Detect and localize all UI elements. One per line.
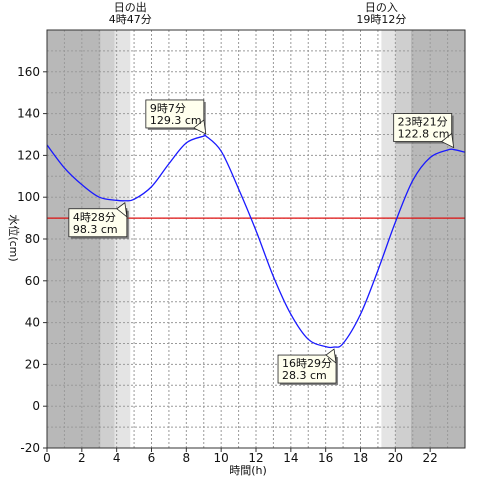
x-axis-title: 時間(h)	[229, 464, 267, 477]
callout-box	[393, 113, 453, 142]
y-tick-label: 100	[17, 190, 40, 204]
sunrise-time: 4時47分	[109, 13, 152, 26]
x-tick-label: 22	[423, 451, 438, 465]
y-tick-label: 20	[25, 357, 40, 371]
callout-pointer	[193, 119, 207, 135]
tide-level-line	[46, 133, 466, 349]
x-tick-label: 16	[318, 451, 333, 465]
sunset-time: 19時12分	[356, 13, 406, 26]
x-tick-label: 2	[78, 451, 86, 465]
twilight-band-morning-2	[114, 30, 131, 448]
y-tick-label: 60	[25, 274, 40, 288]
y-tick-label: 140	[17, 107, 40, 121]
x-tick-label: 18	[353, 451, 368, 465]
y-tick-label: 120	[17, 148, 40, 162]
y-tick-label: 0	[32, 399, 40, 413]
y-tick-label: 80	[25, 232, 40, 246]
x-tick-label: 6	[148, 451, 156, 465]
callout-pointer	[325, 348, 337, 364]
callout-value: 28.3 cm	[282, 369, 327, 382]
x-tick-label: 8	[183, 451, 191, 465]
callout-box	[277, 354, 337, 384]
sunrise-title: 日の出	[114, 0, 147, 14]
x-tick-label: 14	[283, 451, 298, 465]
y-tick-label: 40	[25, 316, 40, 330]
y-tick-label: 160	[17, 65, 40, 79]
callout-value: 129.3 cm	[150, 114, 202, 127]
x-tick-label: 12	[248, 451, 263, 465]
callout-time: 16時29分	[282, 357, 332, 370]
callout-box	[145, 99, 205, 129]
x-tick-label: 10	[214, 451, 229, 465]
x-tick-label: 20	[388, 451, 403, 465]
sunset-title: 日の入	[365, 1, 398, 14]
callout-pointer	[116, 202, 128, 218]
callout-time: 9時7分	[150, 102, 186, 115]
callout-time: 23時21分	[398, 116, 448, 129]
x-tick-label: 0	[43, 451, 51, 465]
x-tick-label: 4	[113, 451, 121, 465]
callout-pointer	[440, 132, 455, 149]
y-tick-label: -20	[20, 441, 40, 455]
callout-value: 122.8 cm	[398, 128, 450, 141]
y-axis-title: 水位(cm)	[7, 214, 21, 261]
callout-value: 98.3 cm	[73, 223, 118, 236]
callout-box	[68, 208, 128, 238]
callout-time: 4時28分	[73, 211, 116, 224]
